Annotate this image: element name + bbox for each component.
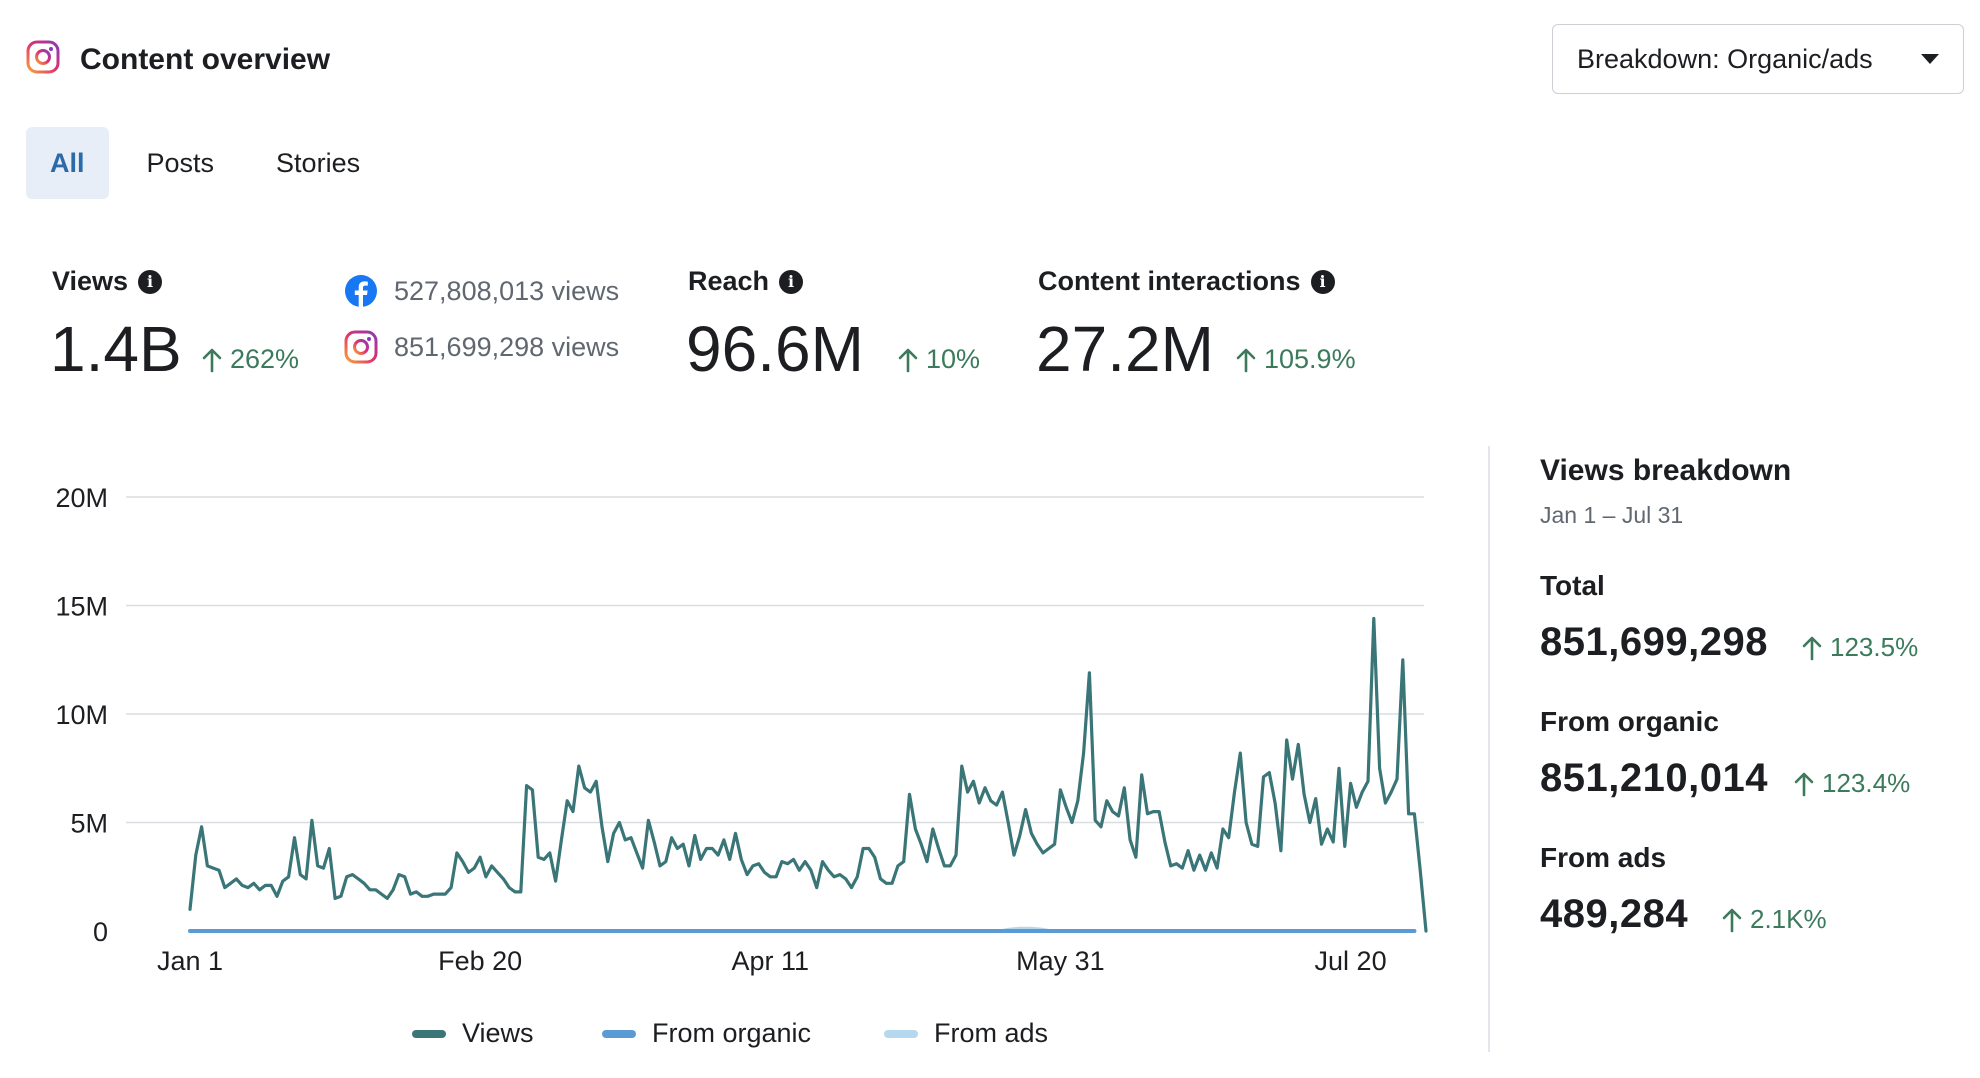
page-title: Content overview <box>80 42 331 76</box>
reach-delta: 10% <box>896 344 980 375</box>
y-tick-label: 20M <box>55 483 108 513</box>
legend-swatch <box>412 1029 446 1038</box>
tab-stories[interactable]: Stories <box>276 147 361 178</box>
panel-divider <box>1488 446 1490 1052</box>
breakdown-total-delta-text: 123.5% <box>1830 632 1919 662</box>
views-delta: 262% <box>200 344 299 375</box>
breakdown-date-range: Jan 1 – Jul 31 <box>1540 502 1684 528</box>
y-tick-label: 0 <box>93 917 108 947</box>
y-tick-label: 10M <box>55 700 108 730</box>
facebook-views-text: 527,808,013 views <box>394 275 620 306</box>
instagram-views-row: 851,699,298 views <box>344 330 619 364</box>
y-tick-label: 5M <box>70 809 108 839</box>
breakdown-total-label: Total <box>1540 570 1605 601</box>
breakdown-total-value: 851,699,298 <box>1540 620 1768 664</box>
arrow-up-icon <box>202 348 222 372</box>
tab-posts[interactable]: Posts <box>146 147 215 178</box>
instagram-icon <box>344 330 378 364</box>
reach-metric-label: Reach i <box>688 266 804 297</box>
views-line-chart: 0 5M 10M 15M 20M Jan 1 Feb 20 Apr 11 May 31 Jul 2… <box>55 483 1428 976</box>
x-tick-label: May 31 <box>1016 946 1105 976</box>
x-tick-label: Feb 20 <box>438 946 522 976</box>
arrow-up-icon <box>898 348 918 372</box>
interactions-delta-text: 105.9% <box>1264 344 1356 374</box>
reach-delta-text: 10% <box>926 344 981 374</box>
breakdown-dropdown[interactable]: Breakdown: Organic/ads <box>1552 24 1964 94</box>
content-tabs: All Posts Stories <box>26 127 384 199</box>
facebook-icon <box>345 275 377 307</box>
arrow-up-icon <box>1802 636 1822 660</box>
reach-label-text: Reach <box>688 266 770 296</box>
views-value: 1.4B <box>50 313 182 385</box>
legend-label: From ads <box>934 1018 1049 1048</box>
x-tick-label: Apr 11 <box>732 946 810 976</box>
arrow-up-icon <box>1794 772 1814 796</box>
interactions-value: 27.2M <box>1036 313 1214 385</box>
header: Content overview <box>26 40 330 79</box>
y-tick-label: 15M <box>55 592 108 622</box>
info-icon[interactable]: i <box>1310 269 1335 294</box>
x-tick-label: Jan 1 <box>157 946 223 976</box>
views-label-text: Views <box>52 266 129 296</box>
info-icon[interactable]: i <box>138 269 163 294</box>
info-icon[interactable]: i <box>779 269 804 294</box>
breakdown-organic-value: 851,210,014 <box>1540 756 1768 800</box>
breakdown-panel-title: Views breakdown <box>1540 454 1792 487</box>
chevron-down-icon <box>1921 54 1939 64</box>
breakdown-ads-delta: 2.1K% <box>1720 904 1827 935</box>
breakdown-ads-label: From ads <box>1540 842 1667 873</box>
legend-label: Views <box>462 1018 534 1048</box>
views-delta-text: 262% <box>230 344 300 374</box>
legend-label: From organic <box>652 1018 812 1048</box>
interactions-label-text: Content interactions <box>1038 266 1301 296</box>
breakdown-organic-delta: 123.4% <box>1792 768 1910 799</box>
breakdown-ads-value: 489,284 <box>1540 892 1689 936</box>
instagram-icon <box>26 40 60 79</box>
breakdown-organic-delta-text: 123.4% <box>1822 768 1911 798</box>
legend-item-ads[interactable]: From ads <box>884 1018 1048 1049</box>
reach-value: 96.6M <box>686 313 864 385</box>
breakdown-organic-label: From organic <box>1540 706 1719 737</box>
x-tick-label: Jul 20 <box>1315 946 1387 976</box>
views-metric-label: Views i <box>52 266 163 297</box>
series-line-views <box>188 616 1428 933</box>
arrow-up-icon <box>1722 908 1742 932</box>
arrow-up-icon <box>1236 348 1256 372</box>
legend-swatch <box>602 1029 636 1038</box>
interactions-metric-label: Content interactions i <box>1038 266 1335 297</box>
breakdown-total-delta: 123.5% <box>1800 632 1918 663</box>
facebook-views-row: 527,808,013 views <box>344 274 619 308</box>
breakdown-ads-delta-text: 2.1K% <box>1750 904 1827 934</box>
legend-item-organic[interactable]: From organic <box>602 1018 811 1049</box>
legend-item-views[interactable]: Views <box>412 1018 534 1049</box>
instagram-views-text: 851,699,298 views <box>394 331 620 362</box>
tab-all[interactable]: All <box>26 127 109 199</box>
legend-swatch <box>884 1029 918 1038</box>
interactions-delta: 105.9% <box>1234 344 1356 375</box>
breakdown-label: Breakdown: Organic/ads <box>1577 43 1873 74</box>
